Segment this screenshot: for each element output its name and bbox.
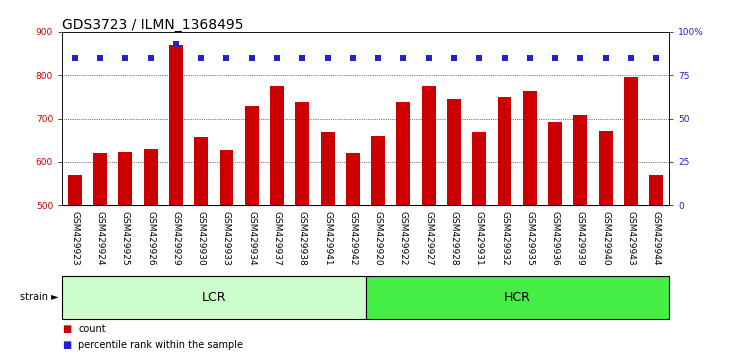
Point: [524, 55, 536, 61]
Bar: [366, 276, 669, 319]
Bar: [270, 86, 284, 205]
Bar: [144, 149, 158, 205]
Bar: [472, 132, 486, 205]
Bar: [194, 137, 208, 205]
Bar: [245, 107, 259, 205]
Point: [600, 55, 612, 61]
Point: [474, 55, 485, 61]
Bar: [169, 45, 183, 205]
Point: [499, 55, 510, 61]
Text: GSM429942: GSM429942: [349, 211, 357, 266]
Text: GSM429926: GSM429926: [146, 211, 155, 266]
Point: [549, 55, 561, 61]
Bar: [219, 150, 233, 205]
Bar: [396, 102, 410, 205]
Point: [651, 55, 662, 61]
Bar: [118, 153, 132, 205]
Text: GSM429920: GSM429920: [374, 211, 382, 266]
Point: [145, 55, 156, 61]
Point: [398, 55, 409, 61]
Point: [246, 55, 257, 61]
Bar: [498, 97, 512, 205]
Point: [625, 55, 637, 61]
Text: GSM429940: GSM429940: [601, 211, 610, 266]
Point: [322, 55, 333, 61]
Text: GSM429922: GSM429922: [399, 211, 408, 266]
Point: [94, 55, 106, 61]
Text: GSM429934: GSM429934: [247, 211, 257, 266]
Bar: [295, 102, 309, 205]
Text: percentile rank within the sample: percentile rank within the sample: [78, 340, 243, 350]
Bar: [447, 99, 461, 205]
Point: [575, 55, 586, 61]
Text: GSM429928: GSM429928: [450, 211, 458, 266]
Text: count: count: [78, 324, 106, 333]
Text: GDS3723 / ILMN_1368495: GDS3723 / ILMN_1368495: [62, 18, 243, 32]
Bar: [93, 153, 107, 205]
Text: strain ►: strain ►: [20, 292, 58, 302]
Text: GSM429935: GSM429935: [526, 211, 534, 266]
Bar: [523, 91, 537, 205]
Text: GSM429929: GSM429929: [171, 211, 181, 266]
Point: [448, 55, 460, 61]
Text: GSM429944: GSM429944: [652, 211, 661, 266]
Text: GSM429937: GSM429937: [273, 211, 281, 266]
Bar: [649, 175, 663, 205]
Point: [195, 55, 207, 61]
Text: GSM429936: GSM429936: [550, 211, 560, 266]
Text: GSM429933: GSM429933: [222, 211, 231, 266]
Bar: [62, 276, 366, 319]
Bar: [624, 78, 638, 205]
Text: GSM429941: GSM429941: [323, 211, 332, 266]
Text: GSM429930: GSM429930: [197, 211, 205, 266]
Text: GSM429924: GSM429924: [96, 211, 105, 266]
Point: [423, 55, 434, 61]
Text: GSM429931: GSM429931: [474, 211, 484, 266]
Text: GSM429938: GSM429938: [298, 211, 307, 266]
Point: [271, 55, 283, 61]
Text: ■: ■: [62, 324, 72, 333]
Text: GSM429925: GSM429925: [121, 211, 130, 266]
Point: [119, 55, 131, 61]
Point: [347, 55, 359, 61]
Text: HCR: HCR: [504, 291, 531, 304]
Bar: [548, 122, 562, 205]
Bar: [68, 175, 82, 205]
Text: GSM429923: GSM429923: [70, 211, 79, 266]
Point: [372, 55, 384, 61]
Point: [297, 55, 308, 61]
Text: GSM429927: GSM429927: [424, 211, 433, 266]
Text: GSM429943: GSM429943: [626, 211, 635, 266]
Bar: [573, 115, 587, 205]
Bar: [422, 86, 436, 205]
Bar: [346, 153, 360, 205]
Bar: [371, 136, 385, 205]
Point: [69, 55, 80, 61]
Text: GSM429932: GSM429932: [500, 211, 509, 266]
Bar: [599, 131, 613, 205]
Point: [170, 41, 182, 47]
Text: LCR: LCR: [202, 291, 226, 304]
Bar: [321, 132, 335, 205]
Text: ■: ■: [62, 340, 72, 350]
Point: [221, 55, 232, 61]
Text: GSM429939: GSM429939: [576, 211, 585, 266]
